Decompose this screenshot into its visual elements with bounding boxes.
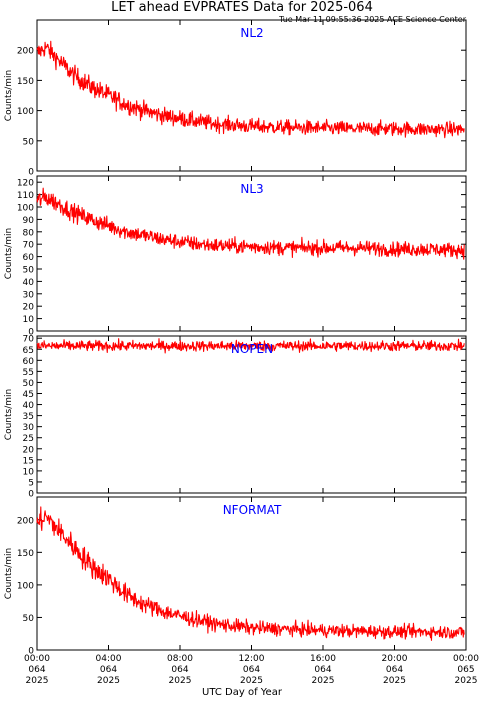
chart-title: LET ahead EVPRATES Data for 2025-064 xyxy=(111,0,373,15)
y-tick-label: 65 xyxy=(23,346,34,356)
x-tick-year: 2025 xyxy=(383,676,406,686)
y-tick-label: 30 xyxy=(23,290,35,300)
y-axis-label: Counts/min xyxy=(4,389,14,440)
y-tick-label: 0 xyxy=(28,647,34,657)
x-tick-year: 2025 xyxy=(455,676,478,686)
y-tick-label: 0 xyxy=(28,168,34,178)
x-tick-year: 2025 xyxy=(26,676,49,686)
x-tick-year: 2025 xyxy=(97,676,120,686)
y-tick-label: 200 xyxy=(17,516,34,526)
y-tick-label: 80 xyxy=(23,228,35,238)
y-tick-label: 30 xyxy=(23,423,35,433)
y-tick-label: 20 xyxy=(23,303,35,313)
x-tick-time: 08:00 xyxy=(167,654,193,664)
y-tick-label: 40 xyxy=(23,278,35,288)
y-tick-label: 10 xyxy=(23,315,35,325)
y-tick-label: 0 xyxy=(28,328,34,338)
x-axis-label: UTC Day of Year xyxy=(202,687,283,698)
x-tick-day: 065 xyxy=(457,665,474,675)
y-tick-label: 45 xyxy=(23,390,34,400)
x-tick-day: 064 xyxy=(243,665,260,675)
series-label: NFORMAT xyxy=(223,503,282,517)
x-tick-time: 20:00 xyxy=(382,654,408,664)
panel-1: 0 50 100 150 200 Counts/min NL2 xyxy=(4,19,467,178)
x-tick-day: 064 xyxy=(314,665,331,675)
x-tick-day: 064 xyxy=(28,665,45,675)
y-tick-label: 50 xyxy=(23,379,35,389)
y-tick-label: 120 xyxy=(17,179,34,189)
panel-4: 0 50 100 150 200 Counts/min NFORMAT xyxy=(4,496,467,657)
x-tick-time: 12:00 xyxy=(239,654,265,664)
y-tick-label: 110 xyxy=(17,191,34,201)
y-axis-label: Counts/min xyxy=(4,548,14,599)
panel-2: 0 10 20 30 40 50 60 70 80 90 100 110 120 Counts/min NL… xyxy=(4,175,467,338)
series-label: NL3 xyxy=(240,182,263,196)
x-tick-year: 2025 xyxy=(312,676,335,686)
y-tick-label: 50 xyxy=(23,137,35,147)
y-tick-label: 150 xyxy=(17,77,34,87)
y-tick-label: 60 xyxy=(23,357,35,367)
y-tick-label: 40 xyxy=(23,401,35,411)
x-tick-time: 04:00 xyxy=(96,654,122,664)
x-tick-time: 00:00 xyxy=(24,654,50,664)
y-tick-label: 50 xyxy=(23,266,35,276)
y-tick-label: 10 xyxy=(23,467,35,477)
y-tick-label: 100 xyxy=(17,107,34,117)
x-tick-time: 16:00 xyxy=(310,654,336,664)
x-tick-year: 2025 xyxy=(240,676,263,686)
y-tick-label: 25 xyxy=(23,434,34,444)
y-tick-label: 100 xyxy=(17,581,34,591)
panels: 050100150200Counts/minNL2010203040506070… xyxy=(4,19,479,686)
x-tick-day: 064 xyxy=(171,665,188,675)
series-line-nl3 xyxy=(36,187,465,260)
y-tick-label: 200 xyxy=(17,47,34,57)
y-tick-label: 100 xyxy=(17,204,34,214)
x-tick-day: 064 xyxy=(386,665,403,675)
x-tick-day: 064 xyxy=(100,665,117,675)
series-line-nl2 xyxy=(36,40,465,139)
x-tick-time: 00:00 xyxy=(453,654,479,664)
y-axis-label: Counts/min xyxy=(4,228,14,279)
x-tick-year: 2025 xyxy=(169,676,192,686)
y-tick-label: 150 xyxy=(17,549,34,559)
y-tick-label: 50 xyxy=(23,614,35,624)
y-tick-label: 55 xyxy=(23,368,34,378)
series-label: NOPEN xyxy=(231,342,273,356)
y-tick-label: 5 xyxy=(28,478,34,488)
y-tick-label: 35 xyxy=(23,412,34,422)
panel-frame xyxy=(36,175,467,332)
series-line-nformat xyxy=(36,506,465,641)
panel-frame xyxy=(36,19,467,172)
y-tick-label: 70 xyxy=(23,241,35,251)
y-axis-label: Counts/min xyxy=(4,70,14,121)
series-label: NL2 xyxy=(240,26,263,40)
y-tick-label: 20 xyxy=(23,445,35,455)
y-tick-label: 70 xyxy=(23,335,35,345)
y-tick-label: 0 xyxy=(28,490,34,500)
y-tick-label: 15 xyxy=(23,456,34,466)
series-line-nopen xyxy=(36,338,465,354)
y-tick-label: 60 xyxy=(23,253,35,263)
panel-frame xyxy=(36,335,467,494)
y-tick-label: 90 xyxy=(23,216,35,226)
